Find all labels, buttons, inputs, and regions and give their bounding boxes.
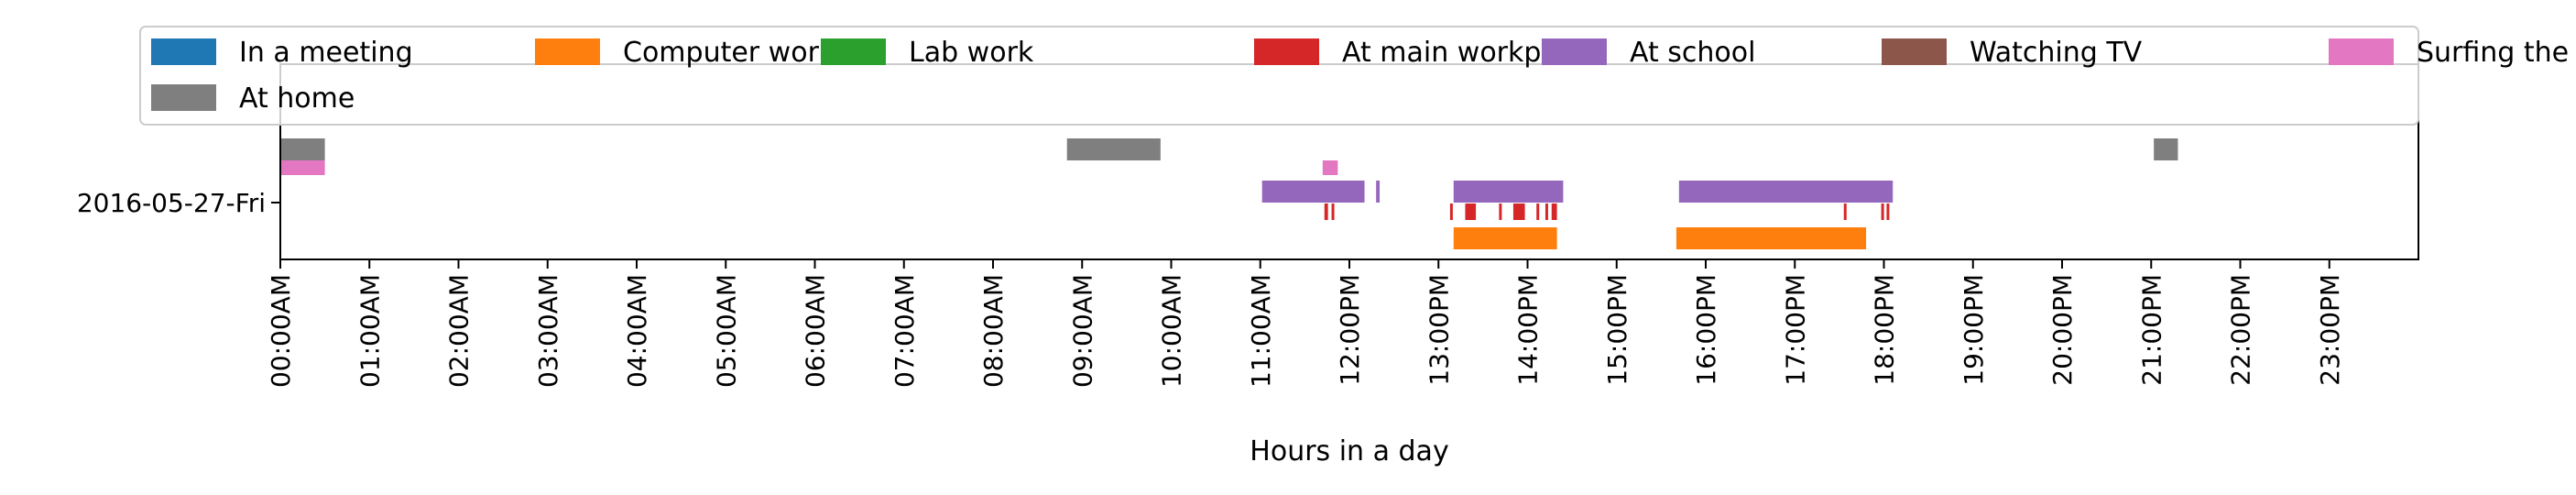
x-tick-label: 15:00PM bbox=[1602, 274, 1632, 386]
legend-label: At home bbox=[239, 82, 355, 115]
interval-bar bbox=[1551, 204, 1557, 220]
x-tick-label: 13:00PM bbox=[1424, 274, 1454, 386]
interval-bar bbox=[1843, 204, 1847, 220]
interval-bar bbox=[2154, 138, 2178, 160]
interval-bar bbox=[1465, 204, 1477, 220]
x-tick-label: 12:00PM bbox=[1335, 274, 1365, 386]
y-tick-label: 2016-05-27-Fri bbox=[77, 188, 266, 218]
interval-bar bbox=[1453, 227, 1557, 249]
x-tick-label: 02:00AM bbox=[444, 274, 475, 388]
legend-label: Surfing the internet bbox=[2417, 37, 2576, 69]
interval-bar bbox=[1261, 181, 1365, 203]
interval-bar bbox=[280, 138, 325, 160]
interval-bar bbox=[1499, 204, 1502, 220]
interval-bar bbox=[1881, 204, 1884, 220]
x-tick-label: 23:00PM bbox=[2315, 274, 2345, 386]
legend: In a meeting Computer work Lab work At main… bbox=[139, 26, 2576, 126]
x-axis-label: Hours in a day bbox=[1250, 435, 1448, 468]
legend-swatch bbox=[151, 38, 216, 65]
x-tick-label: 22:00PM bbox=[2226, 274, 2256, 386]
x-tick-label: 05:00AM bbox=[711, 274, 741, 388]
interval-bar bbox=[1536, 204, 1540, 220]
x-tick-label: 11:00AM bbox=[1246, 274, 1276, 388]
legend-swatch bbox=[151, 84, 216, 111]
interval-bar bbox=[1449, 204, 1453, 220]
legend-label: Watching TV bbox=[1970, 37, 2143, 69]
x-tick-label: 06:00AM bbox=[801, 274, 831, 388]
interval-bar bbox=[280, 160, 325, 175]
x-tick-label: 10:00AM bbox=[1157, 274, 1187, 388]
legend-label: Computer work bbox=[623, 37, 835, 69]
x-tick-label: 07:00AM bbox=[890, 274, 920, 388]
legend-swatch bbox=[2329, 38, 2394, 65]
legend-label: Lab work bbox=[909, 37, 1034, 69]
x-tick-label: 01:00AM bbox=[355, 274, 385, 388]
interval-bar bbox=[1324, 204, 1328, 220]
x-tick-label: 04:00AM bbox=[622, 274, 652, 388]
x-tick-label: 09:00AM bbox=[1067, 274, 1097, 388]
interval-bar bbox=[1512, 204, 1525, 220]
interval-bar bbox=[1886, 204, 1890, 220]
interval-bar bbox=[1331, 204, 1335, 220]
legend-swatch bbox=[1542, 38, 1607, 65]
x-axis: 00:00AM 01:00AM 02:00AM 03:00AM 04:00AM 05:00… bbox=[266, 259, 2345, 388]
interval-bar bbox=[1066, 138, 1161, 160]
x-tick-label: 08:00AM bbox=[978, 274, 1009, 388]
x-tick-label: 19:00PM bbox=[1959, 274, 1989, 386]
x-tick-label: 18:00PM bbox=[1870, 274, 1900, 386]
x-tick-label: 17:00PM bbox=[1780, 274, 1810, 386]
x-tick-label: 20:00PM bbox=[2047, 274, 2078, 386]
legend-label: At school bbox=[1630, 37, 1755, 69]
interval-bar bbox=[1322, 160, 1338, 175]
legend-swatch bbox=[821, 38, 886, 65]
interval-bar bbox=[1376, 181, 1381, 203]
interval-bar bbox=[1453, 181, 1564, 203]
x-tick-label: 16:00PM bbox=[1691, 274, 1721, 386]
x-tick-label: 03:00AM bbox=[533, 274, 563, 388]
legend-frame bbox=[139, 26, 2419, 126]
x-tick-label: 14:00PM bbox=[1513, 274, 1544, 386]
y-axis: 2016-05-27-Fri bbox=[77, 188, 280, 218]
interval-bar bbox=[1675, 227, 1867, 249]
x-tick-label: 00:00AM bbox=[266, 274, 296, 388]
legend-swatch bbox=[1254, 38, 1319, 65]
legend-label: In a meeting bbox=[239, 37, 413, 69]
legend-swatch bbox=[535, 38, 600, 65]
interval-bar bbox=[1545, 204, 1548, 220]
interval-bar bbox=[1678, 181, 1894, 203]
x-tick-label: 21:00PM bbox=[2136, 274, 2167, 386]
interval-bars bbox=[280, 138, 2178, 249]
legend-swatch bbox=[1882, 38, 1947, 65]
